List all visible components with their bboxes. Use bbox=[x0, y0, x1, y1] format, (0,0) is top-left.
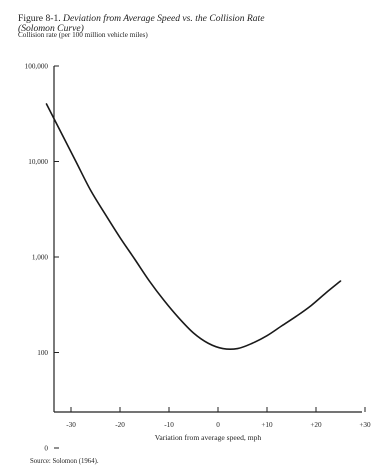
data-point bbox=[193, 332, 194, 333]
y-tick-label: 100,000 bbox=[25, 63, 49, 71]
figure-title-sub: (Solomon Curve) bbox=[18, 23, 84, 34]
y-tick-label: 100 bbox=[37, 349, 48, 357]
y-tick-label: 10,000 bbox=[28, 158, 48, 166]
x-axis-label: Variation from average speed, mph bbox=[154, 433, 262, 442]
data-point bbox=[208, 343, 209, 344]
data-point bbox=[90, 190, 91, 191]
data-point bbox=[61, 132, 62, 133]
data-point bbox=[340, 280, 341, 281]
x-tick-label: +30 bbox=[359, 421, 371, 429]
x-tick-label: +20 bbox=[310, 421, 322, 429]
y-tick-label: 0 bbox=[44, 445, 48, 453]
data-point bbox=[266, 335, 267, 336]
x-tick-label: -10 bbox=[164, 421, 174, 429]
x-tick-label: 0 bbox=[216, 421, 220, 429]
data-point bbox=[222, 348, 223, 349]
ticks: 100,000 10,000 1,000 100 0 -30 -20 -10 0 +10 +20 +3… bbox=[25, 63, 371, 453]
axes bbox=[53, 66, 362, 413]
data-point bbox=[105, 214, 106, 215]
data-point bbox=[119, 237, 120, 238]
x-tick-label: -30 bbox=[66, 421, 76, 429]
figure-title: Figure 8-1. Deviation from Average Speed… bbox=[18, 13, 264, 24]
data-point bbox=[164, 300, 165, 301]
data-point bbox=[281, 325, 282, 326]
data-point bbox=[134, 259, 135, 260]
data-point bbox=[237, 348, 238, 349]
x-tick-label: -20 bbox=[115, 421, 125, 429]
data-point bbox=[178, 317, 179, 318]
y-axis-label: Collision rate (per 100 million vehicle … bbox=[18, 31, 148, 39]
data-point bbox=[149, 280, 150, 281]
data-point bbox=[252, 343, 253, 344]
data-point bbox=[75, 161, 76, 162]
data-point bbox=[46, 103, 47, 104]
data-point bbox=[325, 292, 326, 293]
figure-subtitle: (Solomon Curve) bbox=[18, 23, 84, 34]
figure-number: Figure 8-1. bbox=[18, 13, 61, 24]
data-point bbox=[311, 305, 312, 306]
data-point bbox=[296, 316, 297, 317]
series-line-0 bbox=[45, 103, 342, 351]
figure-title-main: Deviation from Average Speed vs. the Col… bbox=[63, 13, 265, 24]
x-tick-label: +10 bbox=[261, 421, 273, 429]
source-note: Source: Solomon (1964). bbox=[30, 458, 99, 465]
y-tick-label: 1,000 bbox=[32, 254, 49, 262]
series-layer bbox=[45, 103, 342, 351]
